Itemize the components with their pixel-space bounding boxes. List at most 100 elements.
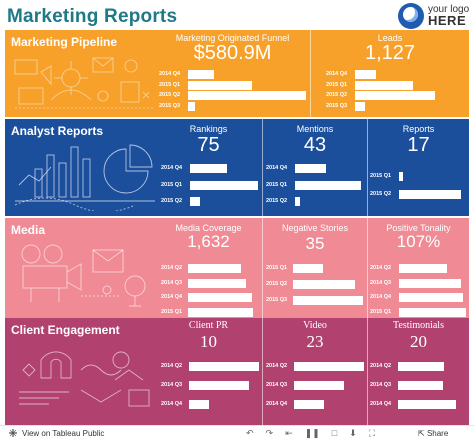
page-title: Marketing Reports bbox=[7, 6, 178, 27]
bar-mark[interactable] bbox=[355, 70, 376, 79]
bar-row[interactable]: 2014 Q2 bbox=[155, 264, 262, 273]
bar-row[interactable]: 2015 Q2 bbox=[155, 197, 262, 206]
bar-row[interactable]: 2014 Q4 bbox=[311, 70, 469, 79]
redo-icon[interactable]: ↷ bbox=[265, 428, 274, 438]
section-label: Analyst Reports bbox=[11, 124, 104, 138]
bar-mark[interactable] bbox=[294, 400, 325, 409]
bar-row[interactable]: 2014 Q3 bbox=[155, 278, 262, 288]
undo-icon[interactable]: ↶ bbox=[246, 428, 254, 438]
bar-mark[interactable] bbox=[355, 80, 413, 90]
bar-mark[interactable] bbox=[188, 264, 242, 273]
bar-row[interactable]: 2015 Q2 bbox=[263, 197, 367, 206]
bar-mark[interactable] bbox=[295, 180, 361, 190]
bar-row[interactable]: 2014 Q4 bbox=[155, 400, 262, 409]
bar-row[interactable]: 2014 Q4 bbox=[155, 164, 262, 173]
fullscreen-icon[interactable]: ⛶ bbox=[368, 428, 376, 438]
bar-row[interactable]: 2014 Q4 bbox=[368, 293, 469, 302]
bar-row[interactable]: 2015 Q2 bbox=[311, 91, 469, 100]
bar-mark[interactable] bbox=[399, 307, 466, 317]
bar-mark[interactable] bbox=[293, 296, 363, 305]
bar-mark[interactable] bbox=[355, 101, 365, 111]
kpi-leads: Leads 1,127 2014 Q4 2015 Q1 2015 Q2 2015 Q3 bbox=[311, 30, 469, 117]
bar-row[interactable]: 2015 Q1 bbox=[368, 172, 469, 181]
section-analyst-reports: Analyst Reports Rankings 75 2014 Q4 2015 Q1… bbox=[5, 119, 469, 216]
bar-mark[interactable] bbox=[189, 381, 250, 390]
bar-row[interactable]: 2015 Q2 bbox=[368, 190, 469, 199]
bar-row[interactable]: 2015 Q2 bbox=[155, 91, 310, 100]
bar-mark[interactable] bbox=[294, 362, 364, 371]
bar-mark[interactable] bbox=[188, 307, 253, 317]
bar-row[interactable]: 2015 Q2 bbox=[263, 280, 367, 289]
bar-mark[interactable] bbox=[188, 278, 246, 288]
bar-period-label: 2014 Q4 bbox=[266, 165, 288, 171]
kpi-marketing-originated-funnel: Marketing Originated Funnel $580.9M 2014 Q… bbox=[155, 30, 310, 117]
bar-mark[interactable] bbox=[190, 164, 228, 173]
bar-mark[interactable] bbox=[398, 400, 456, 409]
company-logo: your logo HERE bbox=[398, 3, 470, 31]
bar-mark[interactable] bbox=[295, 197, 301, 206]
bar-mark[interactable] bbox=[355, 91, 435, 100]
bar-row[interactable]: 2015 Q1 bbox=[155, 80, 310, 90]
bar-period-label: 2015 Q2 bbox=[266, 198, 288, 204]
bar-mark[interactable] bbox=[293, 264, 324, 273]
bar-mark[interactable] bbox=[190, 197, 200, 206]
bar-mark[interactable] bbox=[189, 400, 209, 409]
bar-row[interactable]: 2014 Q2 bbox=[368, 264, 469, 273]
bar-row[interactable]: 2014 Q4 bbox=[263, 400, 367, 409]
pause-icon[interactable]: ❚❚ bbox=[304, 428, 320, 438]
bar-mark[interactable] bbox=[293, 280, 355, 289]
bar-row[interactable]: 2014 Q4 bbox=[263, 164, 367, 173]
kpi-value: 1,127 bbox=[364, 42, 416, 64]
bar-row[interactable]: 2014 Q2 bbox=[263, 362, 367, 371]
kpi-divider bbox=[367, 119, 368, 216]
revert-icon[interactable]: ⇤ bbox=[285, 428, 293, 438]
bar-period-label: 2014 Q4 bbox=[326, 71, 348, 77]
comment-icon[interactable]: □ bbox=[331, 428, 338, 438]
bar-mark[interactable] bbox=[190, 180, 258, 190]
bar-row[interactable]: 2014 Q3 bbox=[155, 381, 262, 390]
bar-row[interactable]: 2014 Q3 bbox=[263, 381, 367, 390]
bar-row[interactable]: 2014 Q4 bbox=[155, 70, 310, 79]
bar-mark[interactable] bbox=[295, 164, 327, 173]
bar-row[interactable]: 2015 Q1 bbox=[155, 307, 262, 317]
bar-row[interactable]: 2015 Q1 bbox=[311, 80, 469, 90]
bar-row[interactable]: 2014 Q4 bbox=[368, 400, 469, 409]
bar-mark[interactable] bbox=[399, 264, 448, 273]
bar-mark[interactable] bbox=[398, 381, 444, 390]
bar-mark[interactable] bbox=[399, 190, 461, 199]
bar-row[interactable]: 2014 Q2 bbox=[155, 362, 262, 371]
kpi-value: 43 bbox=[303, 134, 327, 156]
bar-row[interactable]: 2014 Q2 bbox=[368, 362, 469, 371]
bar-mark[interactable] bbox=[399, 278, 461, 288]
bar-row[interactable]: 2015 Q1 bbox=[368, 307, 469, 317]
kpi-value: 10 bbox=[200, 332, 217, 351]
kpi-value: $580.9M bbox=[193, 42, 272, 64]
bar-mark[interactable] bbox=[294, 381, 344, 390]
bar-period-label: 2015 Q2 bbox=[370, 191, 392, 197]
bar-row[interactable]: 2014 Q3 bbox=[368, 381, 469, 390]
bar-mark[interactable] bbox=[188, 293, 252, 302]
bar-mark[interactable] bbox=[188, 101, 196, 111]
bar-mark[interactable] bbox=[188, 91, 306, 100]
bar-mark[interactable] bbox=[398, 362, 445, 371]
bar-mark[interactable] bbox=[399, 172, 403, 181]
bar-row[interactable]: 2015 Q3 bbox=[155, 101, 310, 111]
bar-row[interactable]: 2014 Q4 bbox=[155, 293, 262, 302]
section-label: Client Engagement bbox=[11, 323, 120, 337]
bar-row[interactable]: 2015 Q3 bbox=[311, 101, 469, 111]
view-on-tableau-link[interactable]: View on Tableau Public bbox=[8, 428, 104, 438]
logo-mark-icon bbox=[398, 3, 424, 29]
share-button[interactable]: ⇱ Share bbox=[418, 429, 448, 438]
bar-mark[interactable] bbox=[188, 70, 214, 79]
section-label: Media bbox=[11, 223, 46, 237]
bar-row[interactable]: 2014 Q3 bbox=[368, 278, 469, 288]
share-label: Share bbox=[426, 429, 449, 438]
bar-row[interactable]: 2015 Q1 bbox=[263, 264, 367, 273]
bar-row[interactable]: 2015 Q3 bbox=[263, 296, 367, 305]
bar-mark[interactable] bbox=[399, 293, 464, 302]
download-icon[interactable]: ⬇ bbox=[349, 428, 357, 438]
bar-mark[interactable] bbox=[188, 80, 252, 90]
bar-row[interactable]: 2015 Q1 bbox=[263, 180, 367, 190]
bar-row[interactable]: 2015 Q1 bbox=[155, 180, 262, 190]
bar-mark[interactable] bbox=[189, 362, 259, 371]
